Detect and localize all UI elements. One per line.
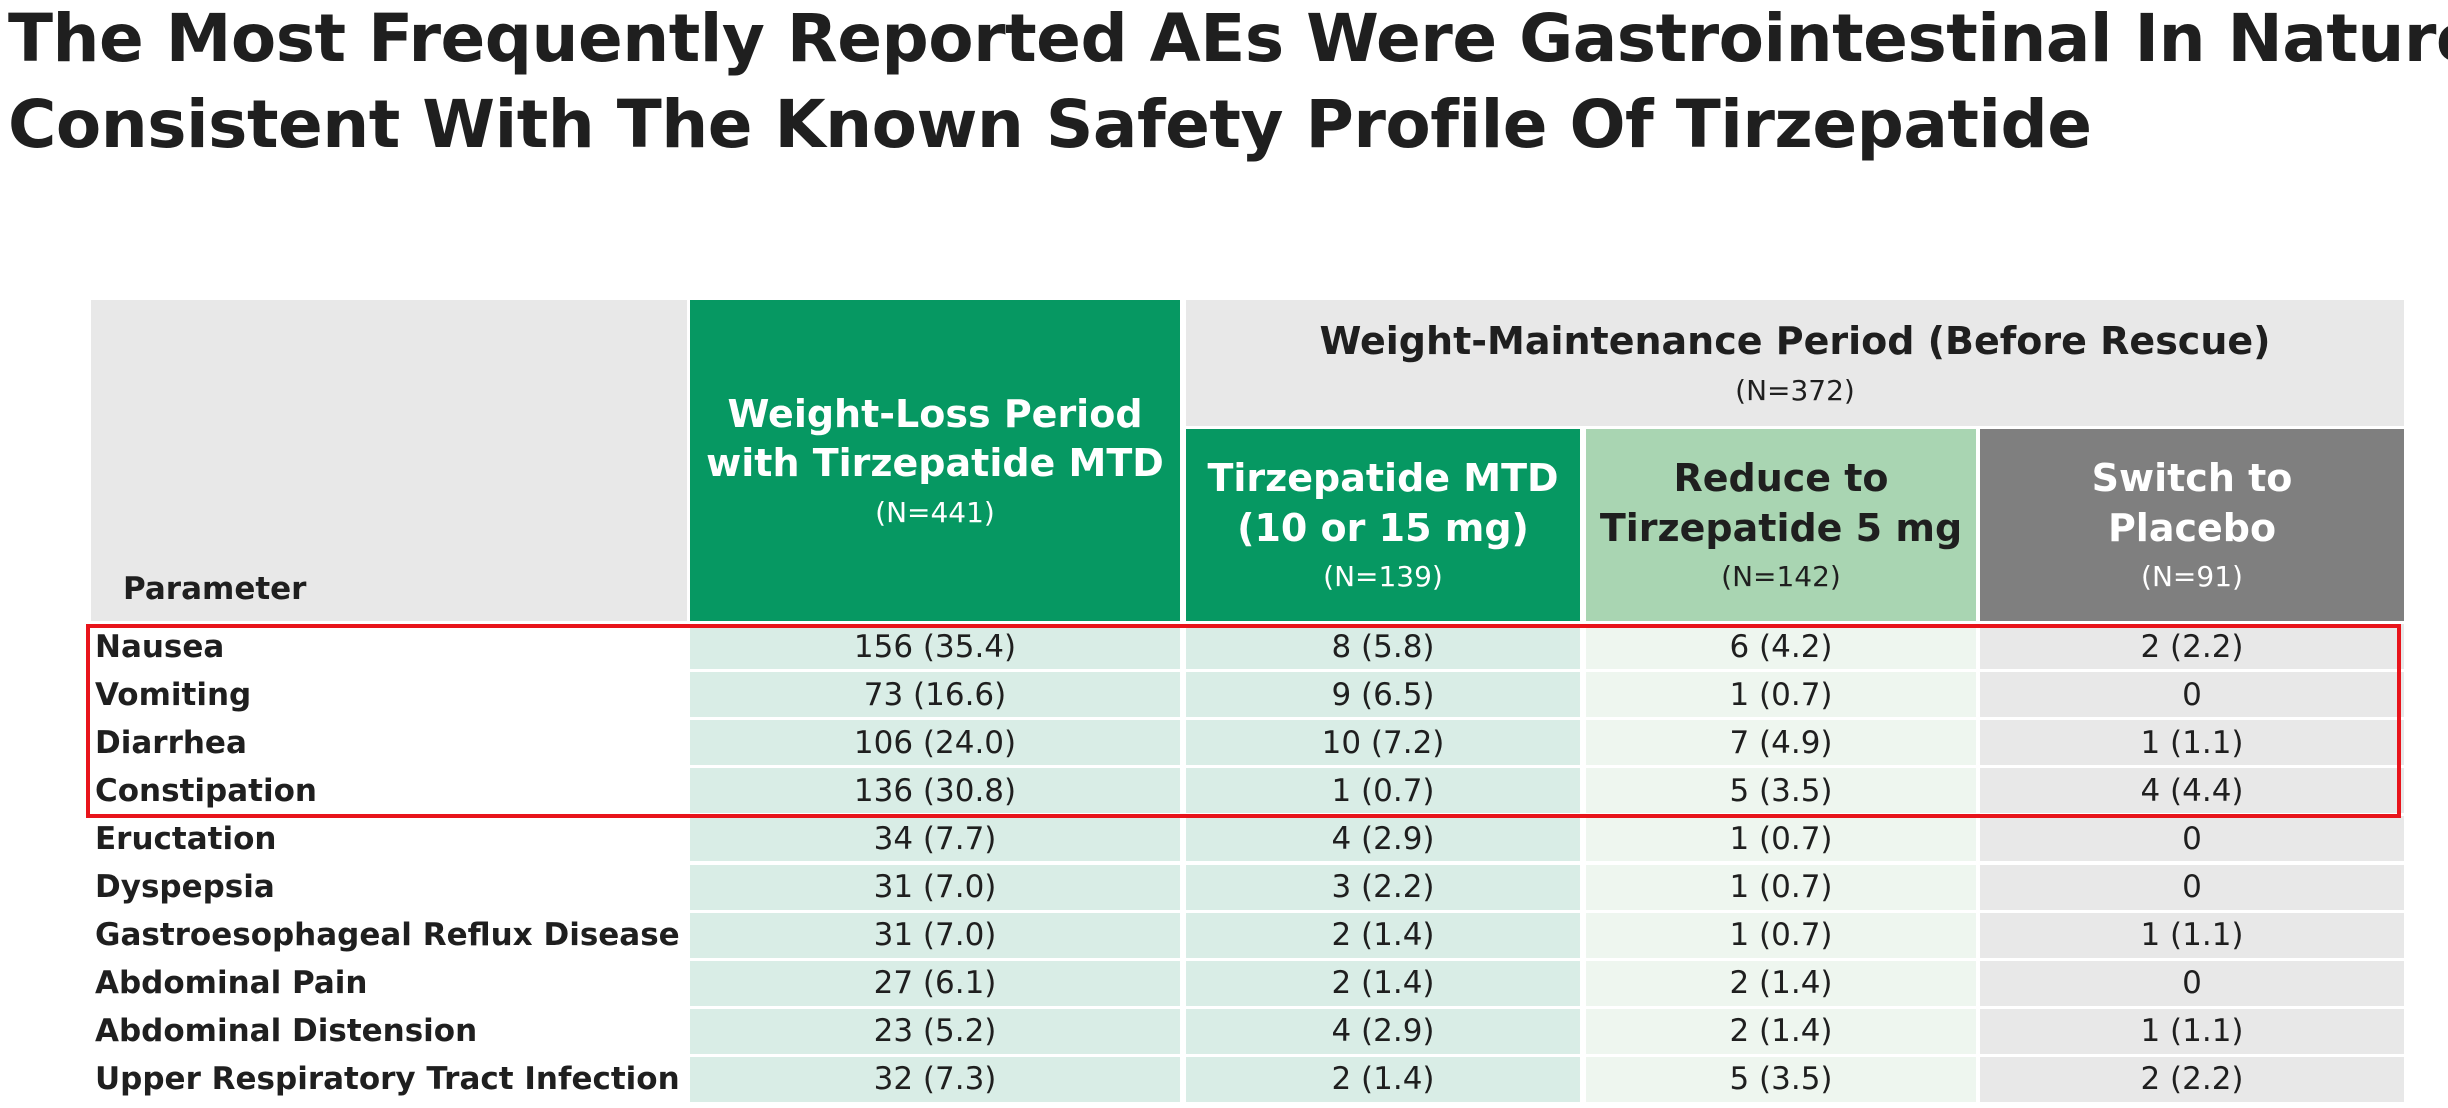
column-n: (N=142) xyxy=(1721,560,1841,594)
value-cell: 2 (2.2) xyxy=(1980,624,2404,673)
value-cell: 23 (5.2) xyxy=(690,1008,1180,1057)
value-cell: 1 (0.7) xyxy=(1586,816,1976,865)
parameter-cell: Gastroesophageal Reflux Disease xyxy=(91,912,687,961)
column-header-line: Tirzepatide 5 mg xyxy=(1599,505,1963,550)
value-cell: 1 (1.1) xyxy=(1980,720,2404,769)
value-cell: 27 (6.1) xyxy=(690,960,1180,1009)
value-cell: 73 (16.6) xyxy=(690,672,1180,721)
column-header: Tirzepatide MTD (10 or 15 mg) (N=139) xyxy=(1186,429,1580,621)
value-cell: 4 (4.4) xyxy=(1980,768,2404,817)
value-cell: 2 (1.4) xyxy=(1586,1008,1976,1057)
value-cell: 1 (0.7) xyxy=(1586,864,1976,913)
value-cell: 4 (2.9) xyxy=(1186,1008,1580,1057)
column-header: Reduce to Tirzepatide 5 mg (N=142) xyxy=(1586,429,1976,621)
value-cell: 2 (1.4) xyxy=(1586,960,1976,1009)
title-line: Consistent With The Known Safety Profile… xyxy=(8,86,2092,163)
parameter-cell: Diarrhea xyxy=(91,720,687,769)
value-cell: 32 (7.3) xyxy=(690,1056,1180,1105)
column-header-line: Reduce to xyxy=(1673,456,1889,501)
value-cell: 1 (1.1) xyxy=(1980,1008,2404,1057)
corner-cell: Parameter xyxy=(91,300,687,621)
value-cell: 34 (7.7) xyxy=(690,816,1180,865)
column-header-line: Tirzepatide MTD xyxy=(1207,456,1559,501)
column-n: (N=139) xyxy=(1323,560,1443,594)
parameter-cell: Abdominal Pain xyxy=(91,960,687,1009)
value-cell: 1 (0.7) xyxy=(1586,912,1976,961)
parameter-cell: Vomiting xyxy=(91,672,687,721)
parameter-cell: Constipation xyxy=(91,768,687,817)
column-header-line: (10 or 15 mg) xyxy=(1237,505,1529,550)
value-cell: 2 (1.4) xyxy=(1186,960,1580,1009)
corner-label: Parameter xyxy=(123,571,307,607)
value-cell: 31 (7.0) xyxy=(690,912,1180,961)
parameter-cell: Eructation xyxy=(91,816,687,865)
column-header: Weight-Loss Period with Tirzepatide MTD (N… xyxy=(690,300,1180,621)
value-cell: 106 (24.0) xyxy=(690,720,1180,769)
value-cell: 3 (2.2) xyxy=(1186,864,1580,913)
column-header-line: Switch to xyxy=(2091,456,2293,501)
column-header: Switch to Placebo (N=91) xyxy=(1980,429,2404,621)
value-cell: 7 (4.9) xyxy=(1586,720,1976,769)
parameter-cell: Upper Respiratory Tract Infection xyxy=(91,1056,687,1105)
column-header-line: Placebo xyxy=(2107,505,2277,550)
value-cell: 0 xyxy=(1980,672,2404,721)
value-cell: 31 (7.0) xyxy=(690,864,1180,913)
value-cell: 2 (2.2) xyxy=(1980,1056,2404,1105)
column-n: (N=441) xyxy=(875,495,995,529)
parameter-cell: Abdominal Distension xyxy=(91,1008,687,1057)
group-label: Weight-Maintenance Period (Before Rescue… xyxy=(1319,319,2271,364)
parameter-cell: Dyspepsia xyxy=(91,864,687,913)
group-n: (N=372) xyxy=(1735,373,1855,407)
value-cell: 156 (35.4) xyxy=(690,624,1180,673)
parameter-cell: Nausea xyxy=(91,624,687,673)
value-cell: 8 (5.8) xyxy=(1186,624,1580,673)
value-cell: 6 (4.2) xyxy=(1586,624,1976,673)
value-cell: 0 xyxy=(1980,960,2404,1009)
column-n: (N=91) xyxy=(2141,560,2243,594)
value-cell: 9 (6.5) xyxy=(1186,672,1580,721)
value-cell: 2 (1.4) xyxy=(1186,1056,1580,1105)
highlight-box xyxy=(86,624,2401,818)
title-line: The Most Frequently Reported AEs Were Ga… xyxy=(8,0,2448,77)
value-cell: 2 (1.4) xyxy=(1186,912,1580,961)
column-header-line: Weight-Loss Period xyxy=(727,391,1143,436)
value-cell: 10 (7.2) xyxy=(1186,720,1580,769)
value-cell: 0 xyxy=(1980,816,2404,865)
column-header-line: with Tirzepatide MTD xyxy=(706,441,1164,486)
value-cell: 1 (0.7) xyxy=(1586,672,1976,721)
value-cell: 4 (2.9) xyxy=(1186,816,1580,865)
value-cell: 0 xyxy=(1980,864,2404,913)
value-cell: 5 (3.5) xyxy=(1586,1056,1976,1105)
value-cell: 1 (1.1) xyxy=(1980,912,2404,961)
group-header: Weight-Maintenance Period (Before Rescue… xyxy=(1186,300,2404,426)
